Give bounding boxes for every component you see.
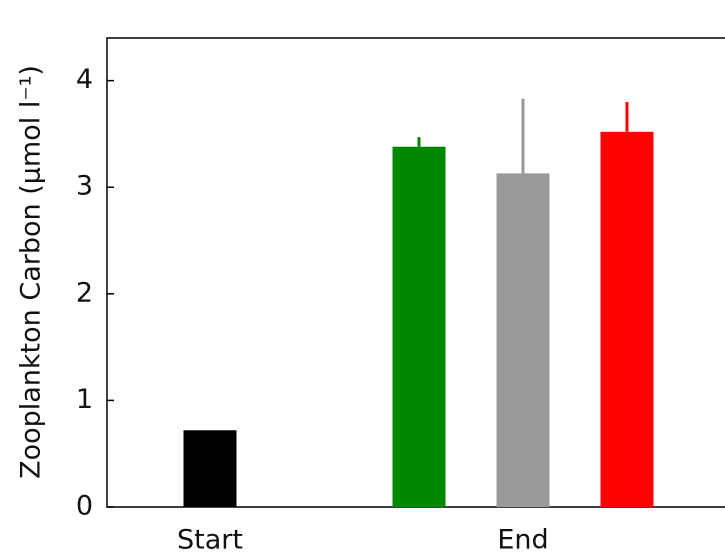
y-tick-label: 4 <box>76 64 93 95</box>
x-tick-label: Start <box>177 525 243 556</box>
bar <box>496 173 550 507</box>
bar <box>392 146 446 508</box>
y-tick-label: 0 <box>76 491 93 522</box>
bar <box>600 131 654 508</box>
y-tick-label: 1 <box>76 384 93 415</box>
y-tick-label: 2 <box>76 277 93 308</box>
y-axis-label: Zooplankton Carbon (μmol l⁻¹) <box>16 65 47 479</box>
x-tick-label: End <box>497 525 548 556</box>
y-tick-label: 3 <box>76 171 93 202</box>
bar <box>183 430 237 507</box>
